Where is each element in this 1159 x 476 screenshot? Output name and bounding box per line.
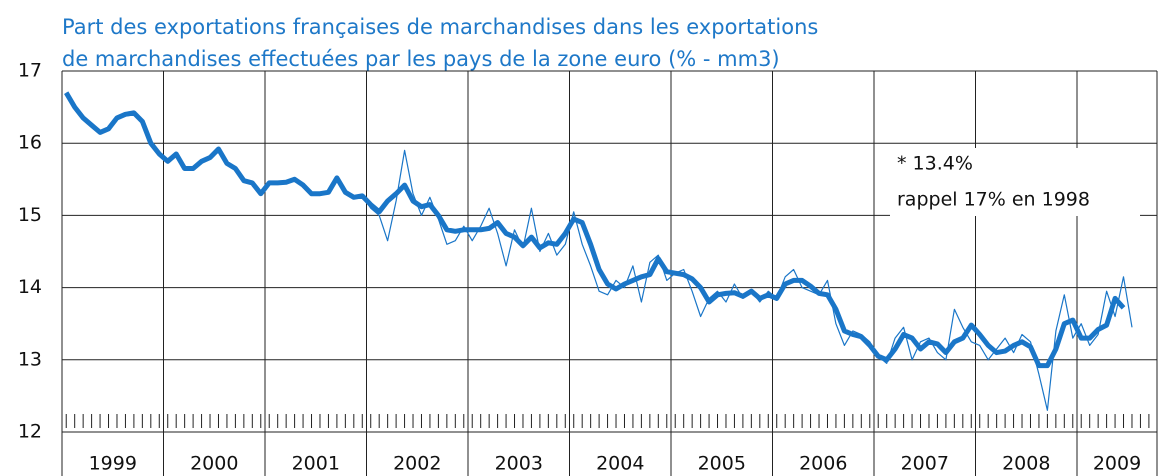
- annotation-bg: [890, 148, 1140, 216]
- x-tick-label: 2002: [393, 453, 441, 475]
- line-mm3: [64, 91, 1126, 369]
- y-tick-label: 14: [18, 276, 42, 298]
- y-tick-label: 13: [18, 348, 42, 370]
- x-tick-label: 2001: [292, 453, 340, 475]
- y-tick-label: 15: [18, 204, 42, 226]
- line-monthly: [65, 92, 1133, 411]
- x-tick-label: 2009: [1093, 453, 1141, 475]
- x-tick-label: 2000: [190, 453, 238, 475]
- annotation: rappel 17% en 1998: [897, 189, 1090, 211]
- y-tick-label: 12: [18, 421, 42, 443]
- annotation: * 13.4%: [897, 153, 973, 175]
- x-tick-label: 2008: [1002, 453, 1050, 475]
- chart-title: de marchandises effectuées par les pays …: [62, 47, 780, 71]
- x-tick-label: 2007: [901, 453, 949, 475]
- x-tick-label: 2005: [698, 453, 746, 475]
- chart-title: Part des exportations françaises de marc…: [62, 15, 818, 39]
- x-tick-label: 2006: [799, 453, 847, 475]
- y-tick-label: 17: [18, 60, 42, 82]
- x-tick-label: 2003: [495, 453, 543, 475]
- x-tick-label: 1999: [89, 453, 137, 475]
- y-tick-label: 16: [18, 132, 42, 154]
- x-tick-label: 2004: [596, 453, 644, 475]
